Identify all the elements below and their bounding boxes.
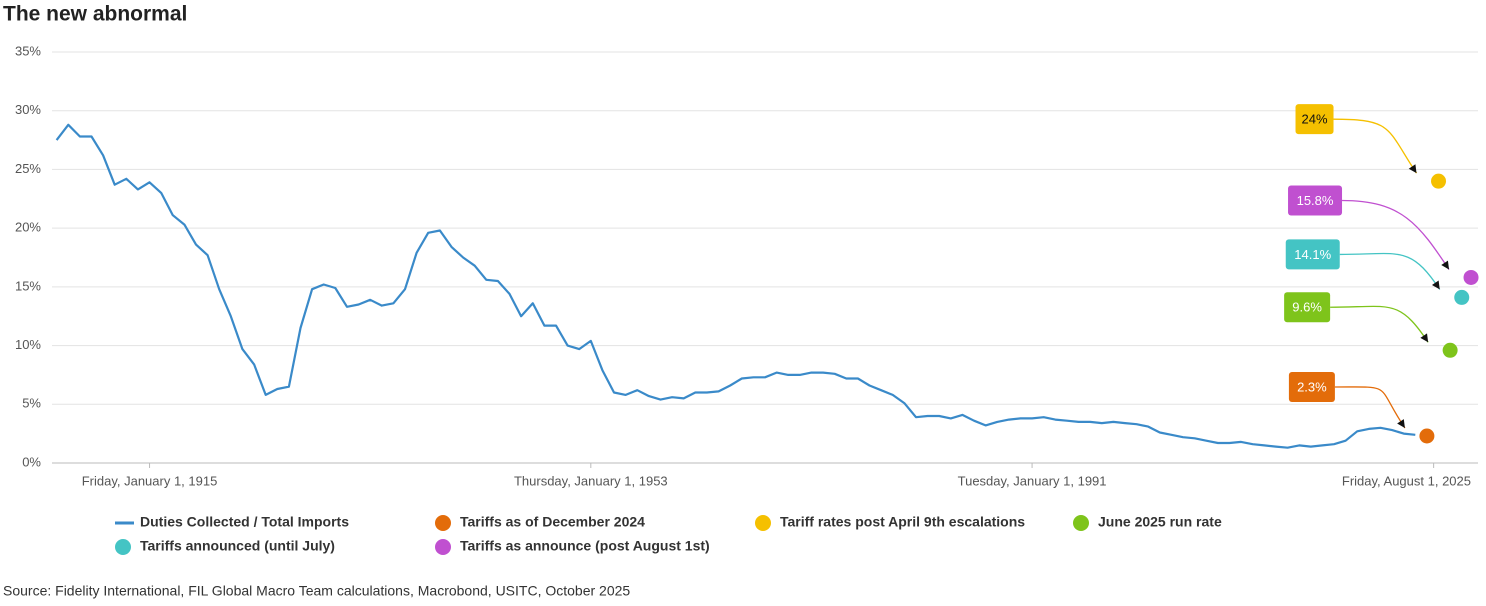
data-point xyxy=(1454,289,1470,305)
annotation-arrow xyxy=(1333,118,1418,174)
legend-item: Duties Collected / Total Imports xyxy=(115,514,349,530)
legend-swatch xyxy=(115,539,131,555)
value-label: 2.3% xyxy=(1297,379,1327,394)
value-label: 24% xyxy=(1302,112,1328,127)
annotation-arrow xyxy=(1330,305,1429,343)
value-label: 15.8% xyxy=(1297,193,1334,208)
x-tick-label: Thursday, January 1, 1953 xyxy=(514,473,668,488)
legend-swatch xyxy=(435,539,451,555)
annotation-arrow xyxy=(1339,252,1441,290)
value-label: 14.1% xyxy=(1294,247,1331,262)
legend-item: Tariffs as announce (post August 1st) xyxy=(435,538,710,555)
y-tick-label: 0% xyxy=(22,454,41,469)
chart-title: The new abnormal xyxy=(3,3,187,26)
annotation-arrow xyxy=(1342,199,1450,270)
data-point xyxy=(1442,342,1458,358)
label-box xyxy=(1295,104,1334,135)
label-box xyxy=(1288,185,1343,216)
arrow-head xyxy=(1441,260,1450,270)
label-box xyxy=(1285,239,1340,270)
y-tick-label: 10% xyxy=(15,337,41,352)
legend-item: Tariffs announced (until July) xyxy=(115,538,335,555)
source-note: Source: Fidelity International, FIL Glob… xyxy=(3,583,630,599)
legend-swatch xyxy=(755,515,771,531)
legend-label: June 2025 run rate xyxy=(1098,514,1222,530)
data-point xyxy=(1431,173,1447,189)
y-tick-label: 25% xyxy=(15,161,41,176)
y-tick-label: 30% xyxy=(15,102,41,117)
legend-label: Duties Collected / Total Imports xyxy=(140,514,349,530)
x-tick-label: Friday, August 1, 2025 xyxy=(1342,473,1471,488)
data-line xyxy=(55,123,1416,449)
x-tick-label: Friday, January 1, 1915 xyxy=(82,473,218,488)
arrow-head xyxy=(1408,164,1417,174)
label-box xyxy=(1284,292,1331,323)
arrow-head xyxy=(1431,280,1440,290)
value-label: 9.6% xyxy=(1292,300,1322,315)
x-tick-label: Tuesday, January 1, 1991 xyxy=(958,473,1107,488)
data-point xyxy=(1463,269,1479,285)
legend-label: Tariffs announced (until July) xyxy=(140,538,335,554)
data-point xyxy=(1419,428,1435,444)
arrow-head xyxy=(1397,419,1405,428)
label-box xyxy=(1288,371,1335,402)
legend-swatch xyxy=(1073,515,1089,531)
legend-item: Tariff rates post April 9th escalations xyxy=(755,514,1025,531)
legend-item: Tariffs as of December 2024 xyxy=(435,514,645,531)
arrow-head xyxy=(1420,333,1429,343)
y-tick-label: 20% xyxy=(15,220,41,235)
legend-label: Tariffs as announce (post August 1st) xyxy=(460,538,710,554)
annotation-arrow xyxy=(1334,386,1406,429)
legend-label: Tariff rates post April 9th escalations xyxy=(780,514,1025,530)
y-tick-label: 15% xyxy=(15,278,41,293)
legend-label: Tariffs as of December 2024 xyxy=(460,514,645,530)
legend-swatch xyxy=(435,515,451,531)
y-tick-label: 5% xyxy=(22,396,41,411)
y-tick-label: 35% xyxy=(15,43,41,58)
legend-item: June 2025 run rate xyxy=(1073,514,1222,531)
